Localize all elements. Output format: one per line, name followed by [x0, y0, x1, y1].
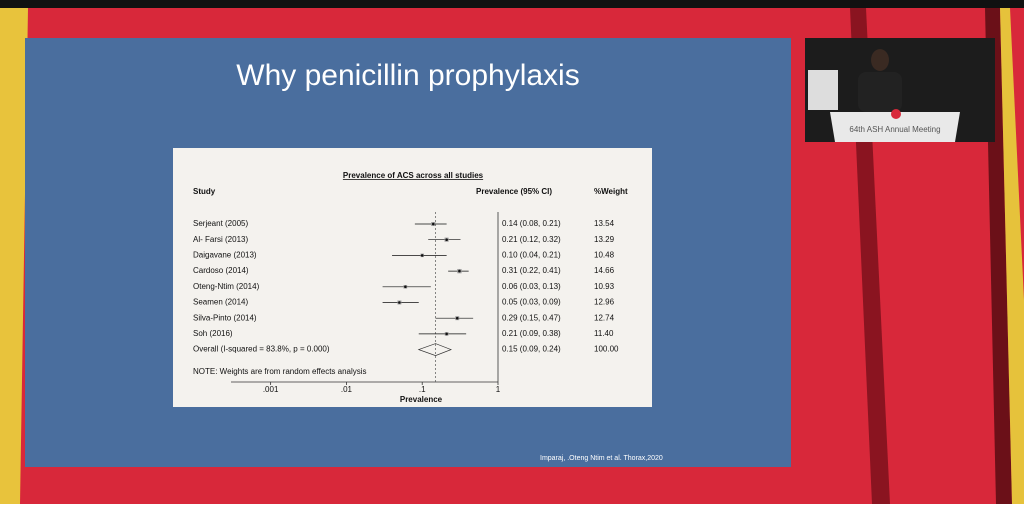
stripe — [1000, 8, 1024, 504]
weight-label: 10.48 — [594, 251, 615, 260]
weight-label: 13.54 — [594, 219, 615, 228]
column-header: Prevalence (95% CI) — [476, 187, 552, 196]
estimate-label: 0.14 (0.08, 0.21) — [502, 219, 561, 228]
weight-label: 11.40 — [594, 329, 614, 338]
overall-weight-label: 100.00 — [594, 345, 619, 354]
estimate-label: 0.21 (0.09, 0.38) — [502, 329, 561, 338]
weight-label: 10.93 — [594, 282, 615, 291]
estimate-point — [431, 222, 435, 226]
study-label: Oteng-Ntim (2014) — [193, 282, 260, 291]
estimate-point — [445, 238, 448, 241]
column-header: Study — [193, 187, 216, 196]
estimate-label: 0.29 (0.15, 0.47) — [502, 313, 561, 322]
study-label: Al- Farsi (2013) — [193, 235, 248, 244]
estimate-label: 0.31 (0.22, 0.41) — [502, 266, 561, 275]
monitor — [808, 70, 838, 110]
x-tick-label: 1 — [496, 385, 501, 394]
overall-diamond — [417, 343, 452, 356]
note: NOTE: Weights are from random effects an… — [193, 367, 367, 376]
banner: 64th ASH Annual Meeting — [849, 125, 940, 134]
estimate-point — [445, 332, 448, 336]
estimate-label: 0.06 (0.03, 0.13) — [502, 282, 561, 291]
estimate-label: 0.05 (0.03, 0.09) — [502, 298, 561, 307]
speaker-body — [858, 72, 902, 112]
x-tick-label: .01 — [341, 385, 353, 394]
top-bar — [0, 0, 1024, 8]
citation: Imparaj, .Oteng Ntim et al. Thorax,2020 — [540, 455, 663, 462]
left-stripe — [0, 8, 28, 504]
overall-label: Overall (I-squared = 83.8%, p = 0.000) — [193, 345, 330, 354]
study-label: Silva-Pinto (2014) — [193, 313, 257, 322]
weight-label: 12.96 — [594, 298, 615, 307]
video-inset: 64th ASH Annual Meeting — [805, 38, 995, 142]
estimate-label: 0.10 (0.04, 0.21) — [502, 251, 561, 260]
chart-title: Prevalence of ACS across all studies — [343, 171, 484, 180]
study-label: Daigavane (2013) — [193, 251, 257, 260]
slide-title: Why penicillin prophylaxis — [236, 59, 579, 92]
column-header: %Weight — [594, 187, 628, 196]
estimate-point — [398, 301, 401, 304]
logo — [891, 109, 901, 119]
estimate-label: 0.21 (0.12, 0.32) — [502, 235, 561, 244]
speaker-head — [871, 49, 889, 71]
study-label: Serjeant (2005) — [193, 219, 248, 228]
study-label: Cardoso (2014) — [193, 266, 249, 275]
estimate-point — [458, 269, 461, 273]
estimate-point — [455, 316, 459, 320]
weight-label: 14.66 — [594, 266, 615, 275]
estimate-point — [404, 285, 407, 289]
podium — [830, 112, 960, 142]
estimate-point — [420, 254, 424, 257]
chart-panel — [173, 148, 652, 407]
overall-estimate-label: 0.15 (0.09, 0.24) — [502, 345, 561, 354]
weight-label: 13.29 — [594, 235, 615, 244]
study-label: Soh (2016) — [193, 329, 233, 338]
x-tick-label: .001 — [263, 385, 279, 394]
x-tick-label: .1 — [419, 385, 426, 394]
study-label: Seamen (2014) — [193, 298, 248, 307]
x-axis-label: Prevalence — [400, 395, 443, 404]
weight-label: 12.74 — [594, 313, 615, 322]
